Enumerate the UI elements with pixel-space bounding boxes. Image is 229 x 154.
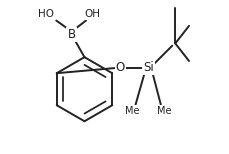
Text: Me: Me (125, 106, 139, 116)
Text: HO: HO (38, 9, 54, 19)
Text: Me: Me (156, 106, 170, 116)
Text: B: B (67, 28, 75, 41)
Text: O: O (115, 61, 124, 74)
Text: Si: Si (143, 61, 153, 74)
Text: OH: OH (84, 9, 100, 19)
